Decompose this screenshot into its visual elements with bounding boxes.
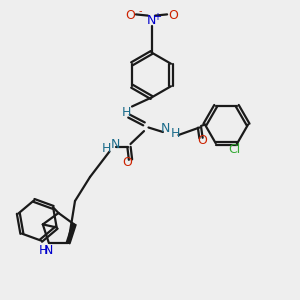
Text: H: H: [171, 127, 180, 140]
Text: N: N: [161, 122, 171, 135]
Text: O: O: [168, 9, 178, 22]
Text: N: N: [111, 137, 120, 151]
Text: O: O: [198, 134, 207, 148]
Text: +: +: [153, 12, 161, 22]
Text: H: H: [102, 142, 111, 155]
Text: N: N: [44, 244, 53, 257]
Text: O: O: [125, 9, 135, 22]
Text: O: O: [123, 156, 132, 169]
Text: N: N: [147, 14, 156, 28]
Text: H: H: [39, 244, 48, 257]
Text: H: H: [121, 106, 131, 119]
Text: -: -: [138, 6, 142, 16]
Text: Cl: Cl: [228, 143, 240, 156]
